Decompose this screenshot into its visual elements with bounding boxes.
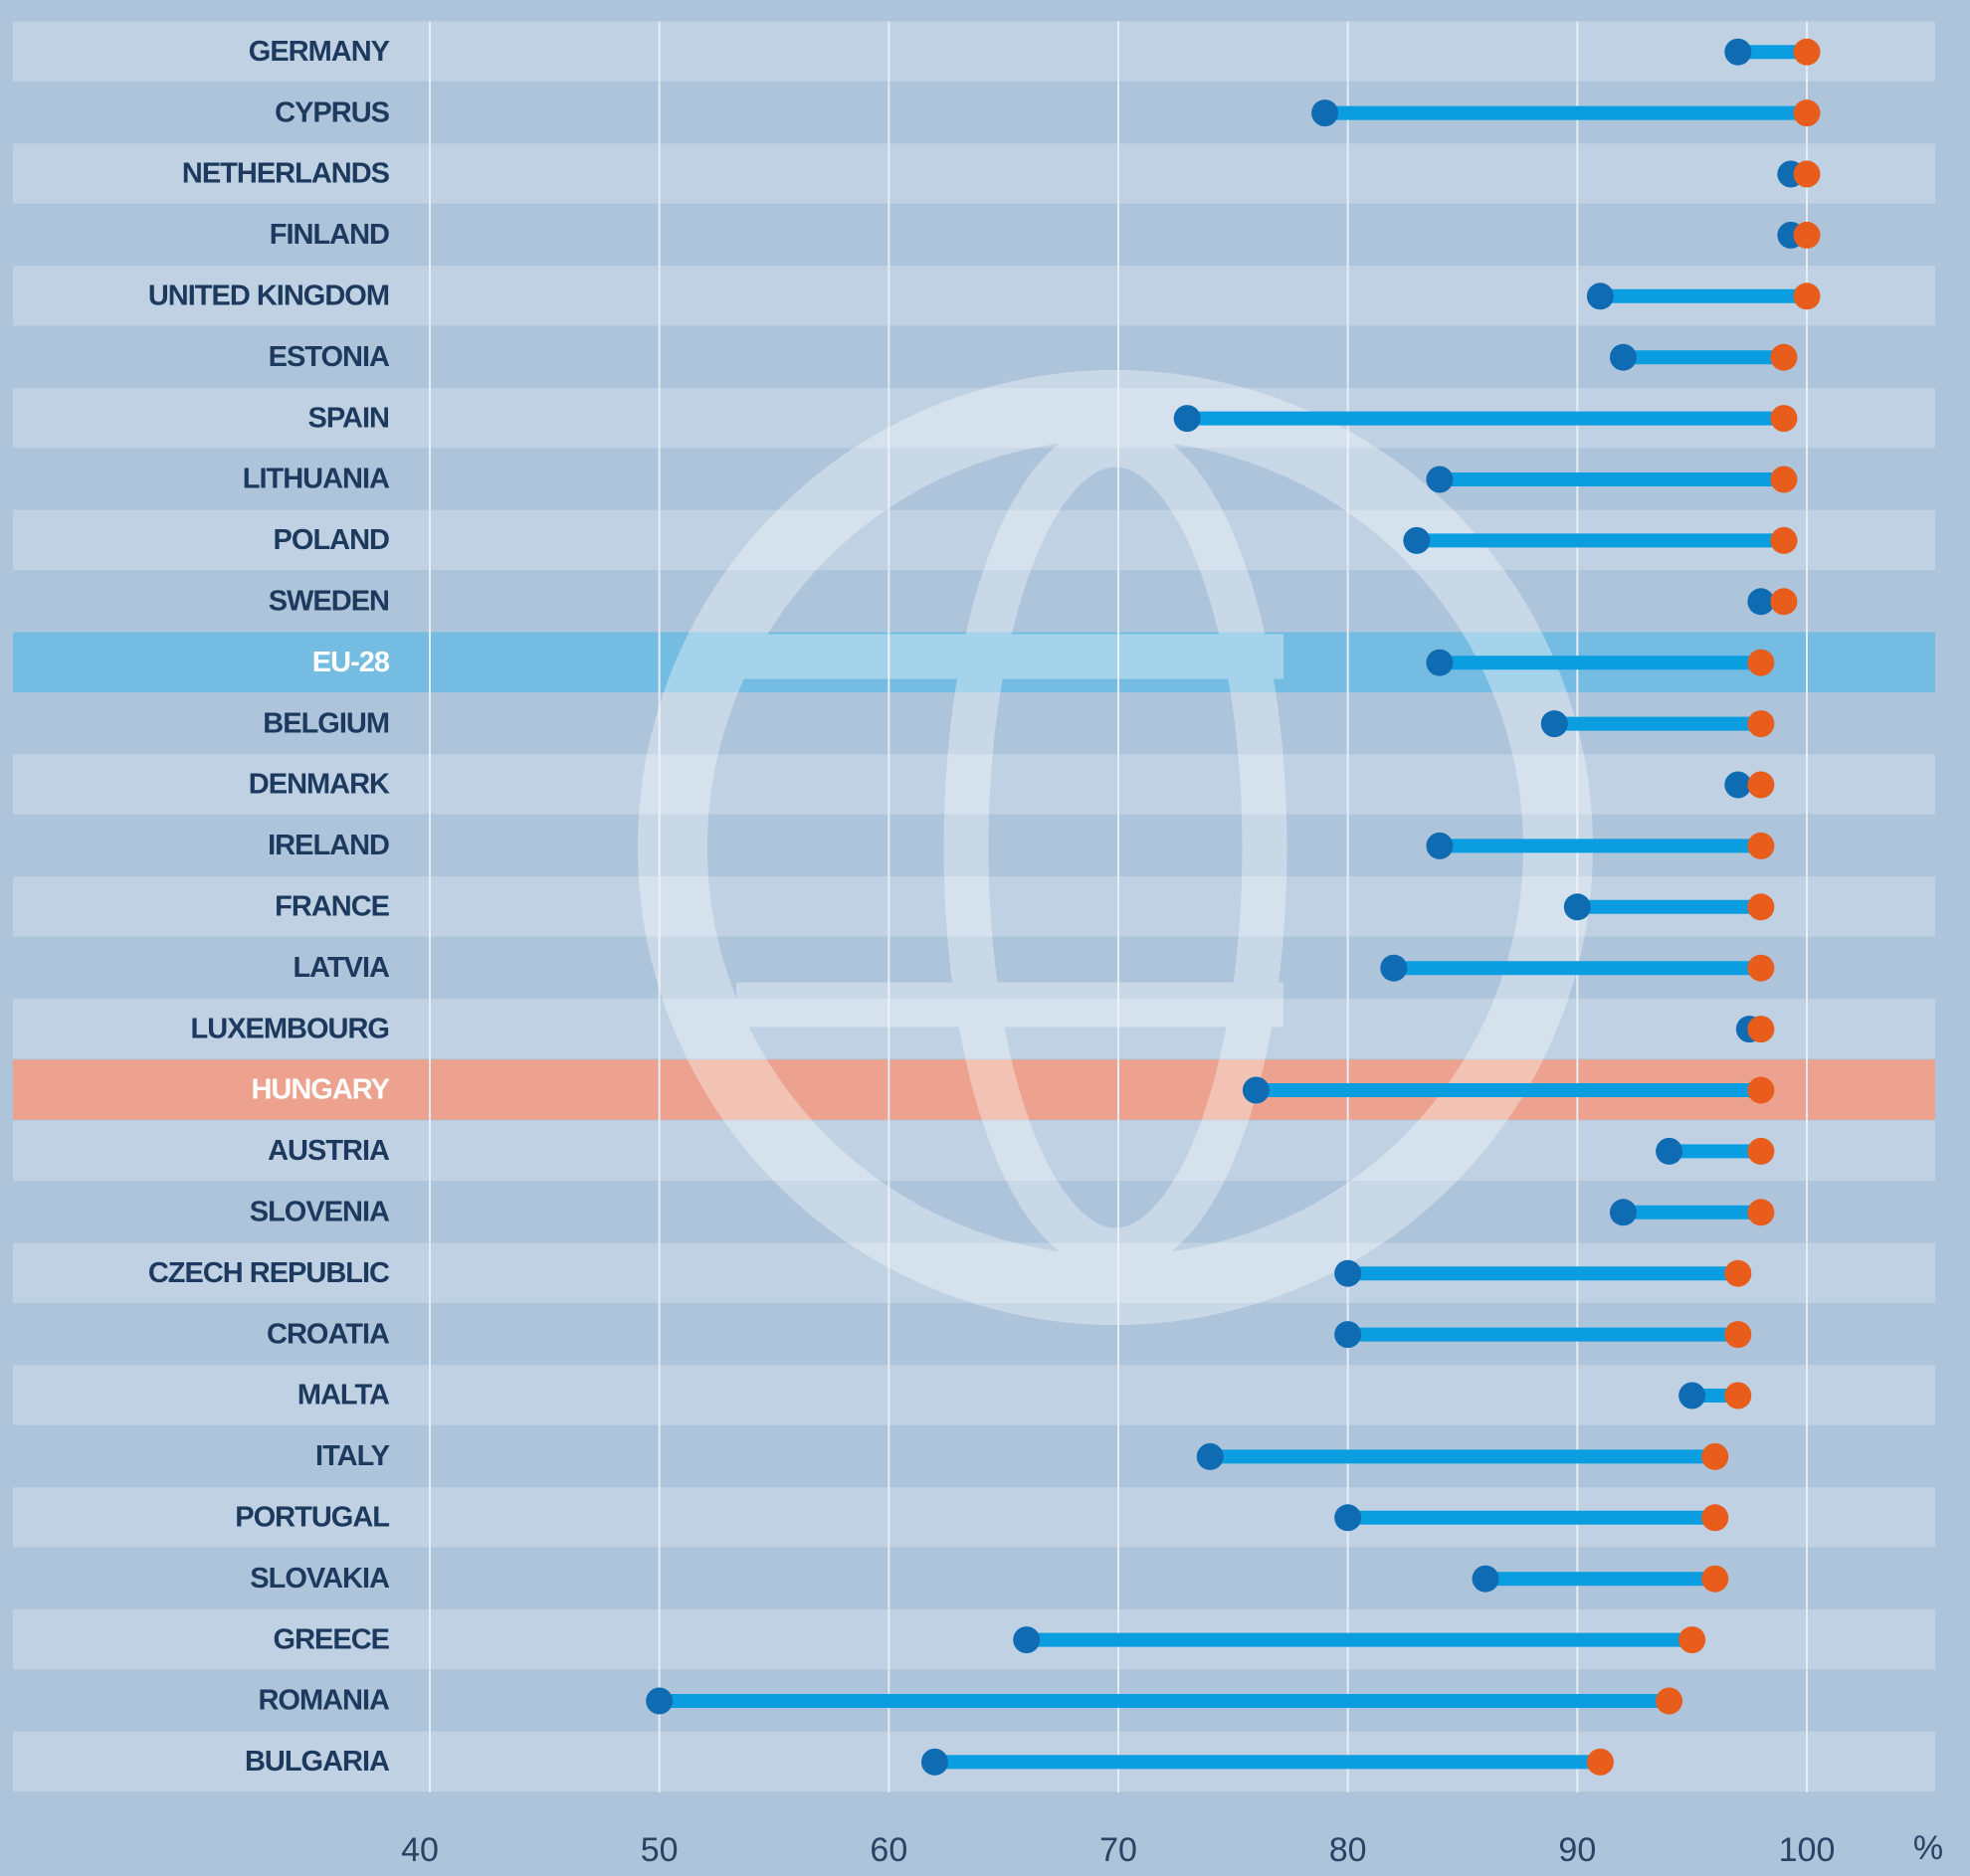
end-dot [1770,467,1797,493]
category-label: LATVIA [293,952,390,984]
category-label: BULGARIA [245,1746,390,1778]
category-label: ESTONIA [269,341,390,373]
start-dot [1564,893,1591,920]
category-label: SPAIN [308,402,389,434]
category-label: LITHUANIA [243,464,390,495]
category-label: GERMANY [249,36,390,68]
start-dot [1013,1626,1040,1653]
x-tick-label: 80 [1329,1831,1367,1869]
category-label: UNITED KINGDOM [148,280,389,311]
end-dot [1724,1260,1751,1287]
category-label: FRANCE [275,890,389,922]
x-tick-label: 90 [1558,1831,1596,1869]
category-label: HUNGARY [251,1074,389,1106]
category-label: CYPRUS [275,96,390,128]
end-dot [1747,710,1774,737]
start-dot [1197,1443,1224,1470]
start-dot [1747,588,1774,615]
category-label: ROMANIA [258,1685,390,1717]
end-dot [1747,833,1774,859]
end-dot [1747,1199,1774,1225]
category-label: FINLAND [270,219,389,251]
end-dot [1724,1383,1751,1409]
x-tick-label: 60 [870,1831,907,1869]
end-dot [1747,955,1774,982]
start-dot [1678,1383,1705,1409]
category-label: SWEDEN [269,585,389,617]
end-dot [1794,39,1821,66]
category-label: SLOVAKIA [250,1563,390,1595]
end-dot [1747,650,1774,676]
start-dot [1473,1566,1499,1593]
end-dot [1770,405,1797,432]
x-tick-label: 40 [401,1831,439,1869]
end-dot [1770,527,1797,554]
category-label: BELGIUM [263,707,389,739]
end-dot [1794,161,1821,188]
start-dot [1334,1321,1361,1348]
start-dot [1541,710,1568,737]
end-dot [1747,1138,1774,1165]
category-label: NETHERLANDS [182,158,390,190]
start-dot [1587,282,1614,309]
chart: GERMANY CYPRUS NETHERLANDS FINLAND UNITED KI… [0,0,1970,1876]
end-dot [1747,772,1774,799]
start-dot [1334,1260,1361,1287]
start-dot [1174,405,1201,432]
category-label: CZECH REPUBLIC [148,1257,390,1289]
end-dot [1770,588,1797,615]
start-dot [1403,527,1430,554]
x-tick-label: 100 [1779,1831,1836,1869]
start-dot [1243,1077,1270,1104]
end-dot [1701,1566,1728,1593]
category-label: SLOVENIA [250,1196,390,1227]
start-dot [1426,650,1453,676]
start-dot [1380,955,1407,982]
end-dot [1724,1321,1751,1348]
end-dot [1747,893,1774,920]
end-dot [1747,1077,1774,1104]
end-dot [1587,1749,1614,1776]
end-dot [1678,1626,1705,1653]
end-dot [1701,1443,1728,1470]
start-dot [1426,833,1453,859]
category-label: AUSTRIA [268,1135,390,1167]
category-label: GREECE [274,1623,390,1655]
start-dot [1426,467,1453,493]
category-label: PORTUGAL [235,1501,389,1533]
category-label: CROATIA [267,1318,390,1350]
end-dot [1701,1504,1728,1531]
category-label: POLAND [274,524,390,556]
start-dot [1610,1199,1637,1225]
start-dot [1656,1138,1682,1165]
start-dot [1311,99,1338,126]
start-dot [1724,39,1751,66]
end-dot [1747,1016,1774,1042]
end-dot [1794,99,1821,126]
start-dot [1724,772,1751,799]
start-dot [921,1749,948,1776]
end-dot [1656,1688,1682,1715]
category-label: IRELAND [268,830,389,861]
end-dot [1794,222,1821,249]
start-dot [1334,1504,1361,1531]
x-axis-label: % [1913,1829,1943,1867]
category-label: MALTA [297,1380,390,1411]
category-label: DENMARK [249,769,390,801]
end-dot [1794,282,1821,309]
start-dot [1610,344,1637,371]
category-label: ITALY [315,1440,390,1472]
category-label: LUXEMBOURG [191,1013,389,1044]
end-dot [1770,344,1797,371]
start-dot [646,1688,673,1715]
x-tick-label: 50 [641,1831,679,1869]
category-label: EU-28 [312,647,390,678]
x-tick-label: 70 [1099,1831,1137,1869]
